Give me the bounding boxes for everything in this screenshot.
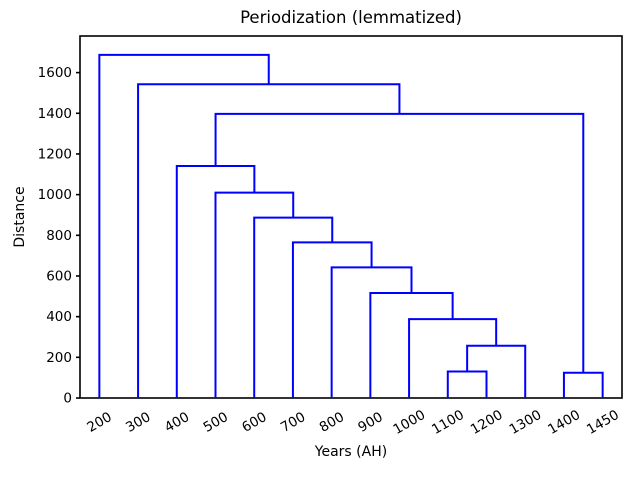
y-axis-label: Distance [12, 186, 28, 248]
x-tick-label: 1200 [468, 407, 506, 438]
dendrogram-link [137, 83, 401, 398]
chart-title: Periodization (lemmatized) [240, 8, 462, 27]
dendrogram-link [446, 370, 488, 398]
dendrogram-link [98, 53, 270, 398]
x-tick-label: 500 [201, 409, 231, 436]
y-tick-label: 800 [46, 228, 72, 244]
dendrogram-link [466, 344, 527, 398]
x-tick-label: 200 [84, 409, 114, 436]
x-tick-label: 300 [123, 409, 153, 436]
dendrogram-link [214, 191, 295, 398]
x-tick-label: 1100 [429, 407, 467, 438]
x-tick-label: 1300 [507, 407, 545, 438]
dendrogram-link [330, 266, 413, 398]
y-tick-label: 1200 [38, 146, 72, 162]
plot-border [79, 35, 623, 399]
x-tick-label: 1400 [545, 407, 583, 438]
y-tick-label: 1000 [38, 187, 72, 203]
dendrogram-link [408, 318, 498, 398]
y-tick-label: 0 [63, 391, 72, 407]
y-tick-label: 200 [46, 350, 72, 366]
y-tick-label: 1600 [38, 65, 72, 81]
x-tick-label: 600 [239, 409, 269, 436]
x-axis-label: Years (AH) [314, 444, 388, 460]
dendrogram-link [214, 112, 585, 373]
dendrogram-link [562, 371, 604, 398]
y-tick-label: 400 [46, 309, 72, 325]
dendrogram-link [369, 292, 454, 398]
x-tick-label: 700 [278, 409, 308, 436]
x-tick-label: 1000 [390, 407, 428, 438]
x-tick-label: 900 [355, 409, 385, 436]
dendrogram-link [175, 164, 256, 398]
x-tick-label: 800 [317, 409, 347, 436]
x-tick-label: 1450 [584, 407, 622, 438]
x-tick-label: 400 [162, 409, 192, 436]
y-tick-label: 1400 [38, 106, 72, 122]
y-tick-label: 600 [46, 268, 72, 284]
